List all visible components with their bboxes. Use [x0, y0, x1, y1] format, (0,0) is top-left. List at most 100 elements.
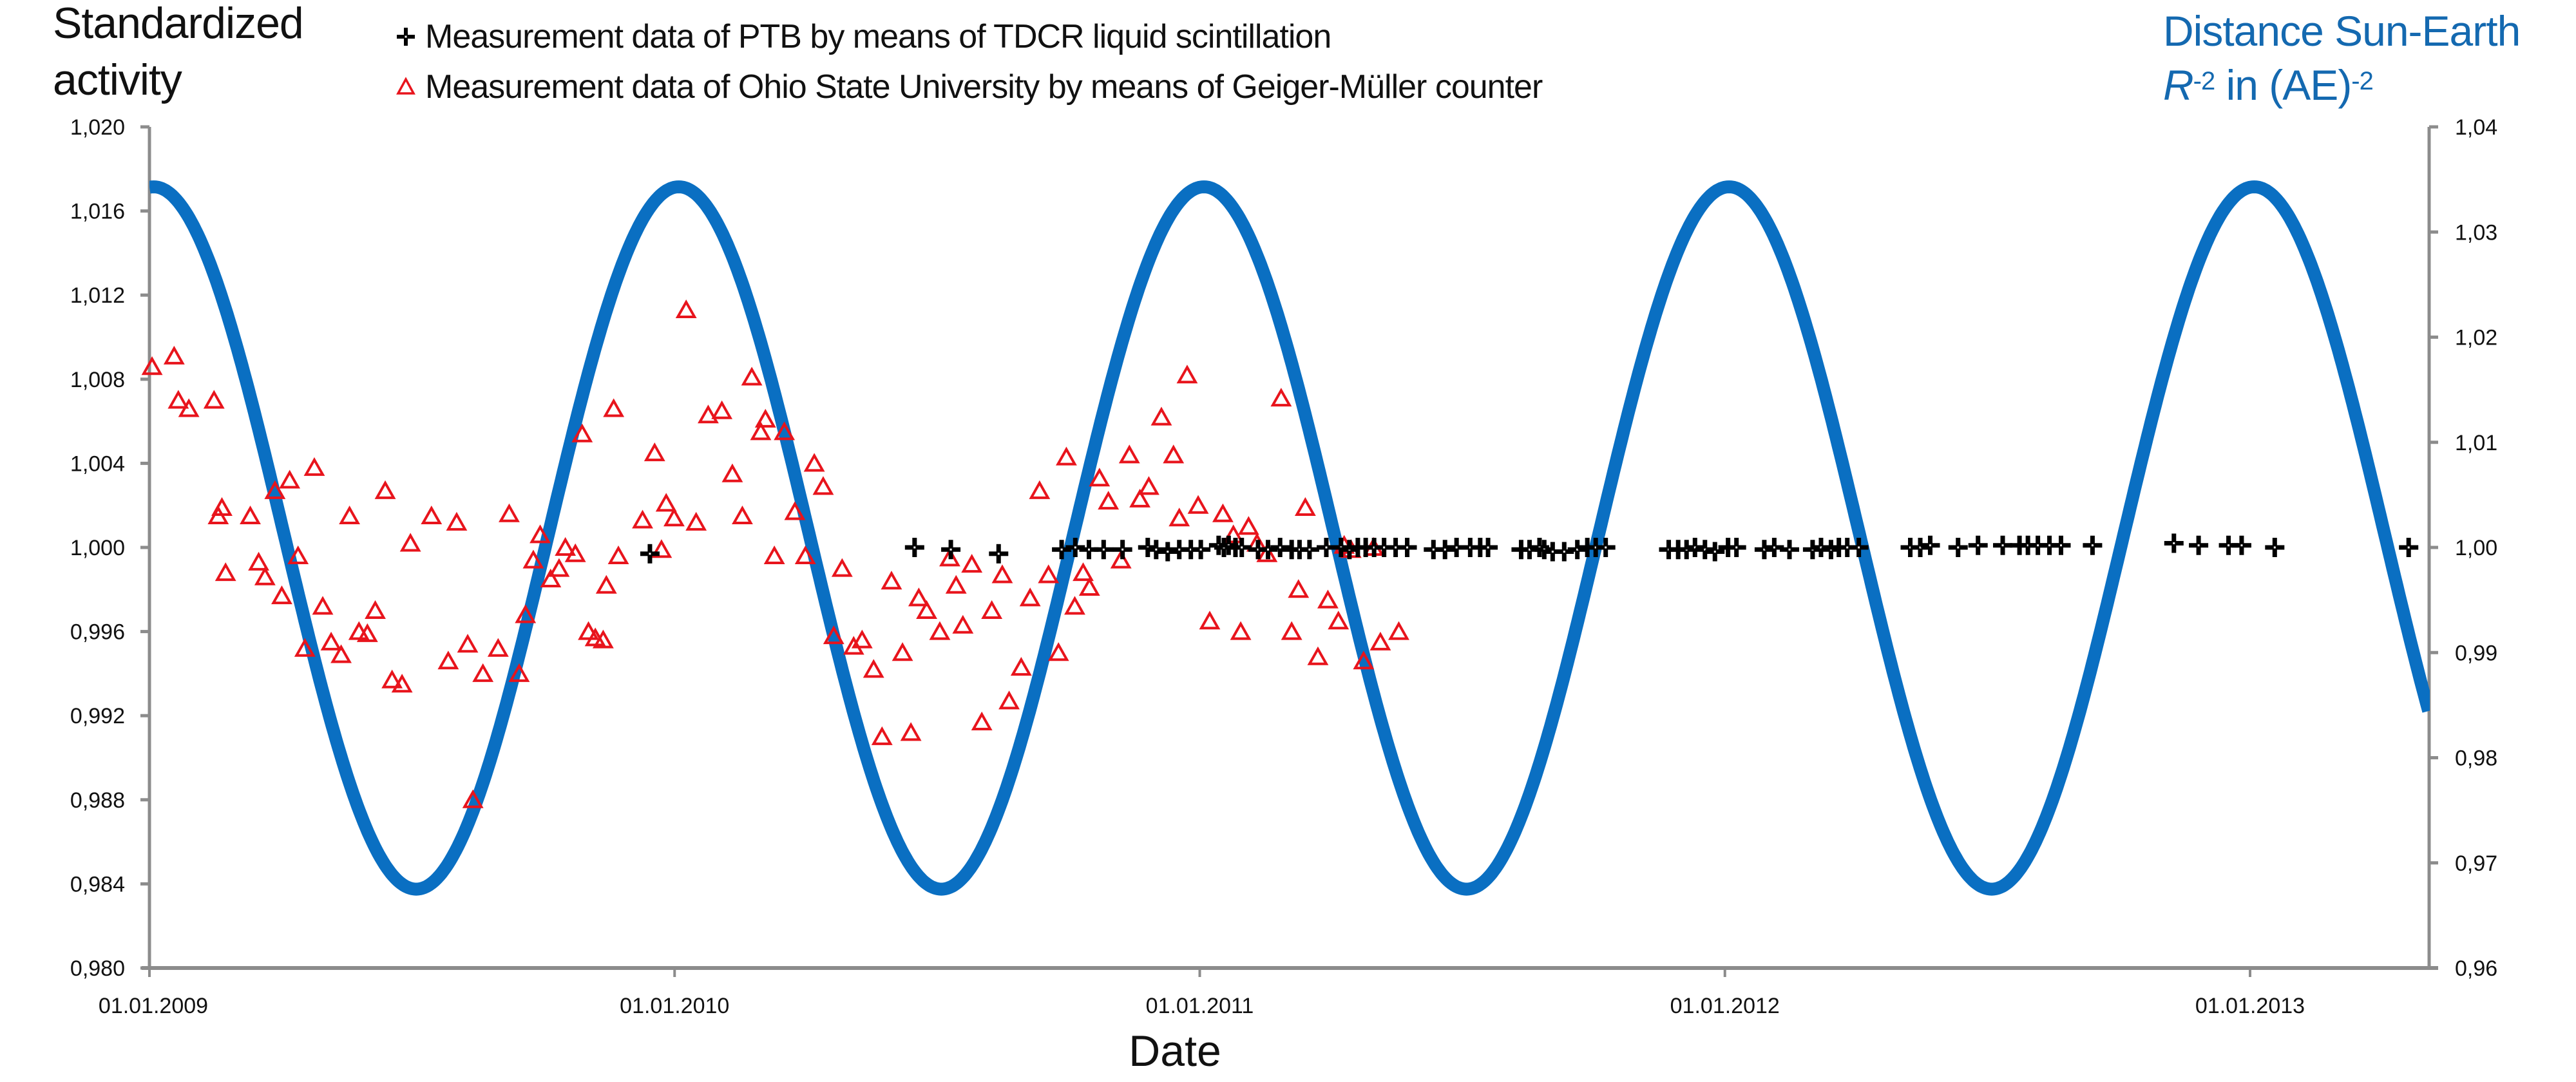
- osu-data-point: [908, 587, 930, 607]
- ptb-data-point: [1780, 540, 1800, 560]
- ptb-data-point: [1911, 538, 1931, 557]
- tick-labels: 1,020 1,016 1,012 1,008 1,004 1,000 0,996 0,992…: [70, 115, 2497, 1018]
- ptb-data-point: [1596, 538, 1616, 557]
- ptb-data-point: [1520, 540, 1540, 560]
- osu-data-point: [945, 574, 967, 594]
- ptb-data-point: [1258, 540, 1278, 560]
- osu-data-point: [312, 596, 334, 615]
- ptb-data-point: [1478, 538, 1498, 557]
- osu-data-point: [178, 398, 200, 417]
- y-left-tick-label: 0,988: [70, 788, 125, 813]
- osu-data-point: [881, 571, 902, 590]
- ptb-data-point: [2018, 535, 2038, 555]
- osu-data-point: [1288, 579, 1310, 598]
- osu-data-point: [1212, 503, 1234, 522]
- osu-data-point: [462, 789, 484, 808]
- osu-data-point: [711, 400, 733, 419]
- y-right-tick-label: 0,99: [2455, 641, 2497, 665]
- ptb-data-point: [1447, 538, 1467, 557]
- osu-data-point: [644, 442, 665, 462]
- osu-data-point: [1328, 611, 1350, 630]
- ptb-data-point: [1993, 535, 2013, 555]
- osu-data-point: [215, 562, 236, 582]
- osu-data-point: [774, 421, 796, 441]
- osu-data-point: [571, 423, 593, 442]
- osu-data-point: [1010, 657, 1032, 676]
- osu-data-point: [530, 524, 551, 544]
- legend-item-ptb[interactable]: Measurement data of PTB by means of TDCR…: [394, 12, 1542, 62]
- osu-data-point: [998, 690, 1020, 710]
- x-axis-title: Date: [1129, 1027, 1221, 1076]
- osu-data-point: [750, 421, 772, 441]
- ptb-data-point: [1968, 535, 1988, 555]
- osu-data-point: [1029, 480, 1051, 499]
- ptb-data-point: [904, 538, 924, 557]
- ptb-data-point: [1435, 540, 1455, 560]
- r-symbol: R: [2163, 61, 2194, 109]
- triangle-marker-icon: [396, 77, 415, 95]
- ptb-data-point: [2028, 535, 2048, 555]
- osu-data-point: [330, 644, 352, 663]
- y-axis-left-title-line1: Standardized: [53, 0, 304, 48]
- osu-data-point: [1317, 589, 1339, 609]
- ptb-data-point: [1112, 540, 1132, 560]
- osu-data-point: [1388, 621, 1409, 640]
- legend-item-osu[interactable]: Measurement data of Ohio State Universit…: [394, 62, 1543, 112]
- y-left-tick-label: 1,016: [70, 200, 125, 224]
- ptb-data-point: [1158, 542, 1178, 562]
- y-left-tick-label: 1,008: [70, 368, 125, 392]
- osu-data-point: [823, 625, 844, 645]
- legend-label-ptb: Measurement data of PTB by means of TDCR…: [425, 18, 1331, 55]
- osu-data-point: [754, 408, 776, 428]
- osu-data-point: [592, 629, 614, 649]
- osu-data-point: [971, 711, 993, 730]
- osu-data-point: [564, 543, 586, 562]
- osu-data-point: [294, 638, 316, 657]
- ptb-data-point: [2189, 535, 2209, 555]
- osu-data-point: [675, 299, 697, 319]
- osu-data-point: [548, 558, 570, 577]
- osu-data-point: [1187, 495, 1209, 514]
- ptb-data-point: [1364, 538, 1384, 557]
- osu-data-point: [287, 545, 309, 565]
- osu-data-point: [421, 505, 443, 525]
- x-tick-label: 01.01.2012: [1670, 994, 1780, 1018]
- osu-data-point: [203, 390, 225, 409]
- osu-data-point: [794, 545, 816, 565]
- osu-data-point: [1150, 406, 1172, 426]
- osu-data-point: [1073, 562, 1094, 582]
- osu-data-point: [499, 503, 520, 522]
- ptb-data-point: [2039, 535, 2059, 555]
- ptb-data-point: [1181, 540, 1201, 560]
- y-right-tick-label: 0,96: [2455, 956, 2497, 981]
- axes: [140, 125, 2438, 977]
- y-left-tick-label: 0,984: [70, 872, 125, 897]
- osu-data-point: [339, 505, 361, 525]
- y-left-tick-label: 0,980: [70, 956, 125, 981]
- osu-data-point: [595, 574, 617, 594]
- ptb-data-point: [1685, 538, 1705, 557]
- osu-data-point: [655, 493, 677, 512]
- osu-data-point: [1064, 596, 1085, 615]
- ptb-data-point: [1811, 538, 1831, 557]
- osu-data-point: [952, 614, 974, 634]
- osu-data-point: [1019, 587, 1041, 607]
- ptb-data-point: [1543, 542, 1563, 562]
- ptb-data-point: [1374, 538, 1394, 557]
- osu-data-point: [515, 604, 537, 623]
- y-right-tick-label: 1,02: [2455, 326, 2497, 350]
- ptb-data-point: [1169, 540, 1189, 560]
- ptb-data-point: [1146, 540, 1166, 560]
- osu-data-point: [812, 476, 834, 495]
- y-right-tick-label: 1,03: [2455, 220, 2497, 245]
- osu-data-point: [1230, 621, 1252, 640]
- osu-data-point: [167, 390, 189, 409]
- osu-data-point: [763, 545, 785, 565]
- osu-data-point: [1047, 642, 1069, 661]
- osu-data-point: [1169, 508, 1190, 527]
- osu-data-point: [741, 366, 763, 386]
- y-left-tick-label: 1,020: [70, 115, 125, 140]
- ptb-points: [640, 533, 2419, 564]
- osu-data-point: [163, 345, 185, 365]
